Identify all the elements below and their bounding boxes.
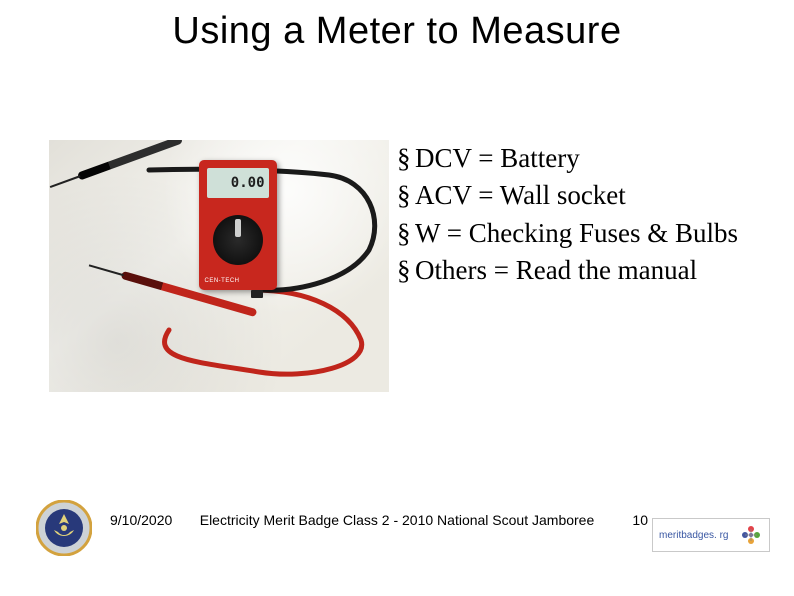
bullet-list: § DCV = Battery § ACV = Wall socket § W … [397,140,794,420]
multimeter-display: 0.00 [207,168,269,198]
multimeter-ports [251,290,263,298]
multimeter-photo: 0.00 CEN-TECH [49,140,389,392]
bullet-item: § ACV = Wall socket [397,177,744,214]
multimeter-dial [213,215,263,265]
bullet-marker: § [397,140,415,177]
bullet-marker: § [397,215,415,252]
bullet-text: Others = Read the manual [415,252,744,289]
bullet-item: § W = Checking Fuses & Bulbs [397,215,744,252]
meritbadges-logo-icon [739,523,763,547]
bullet-text: ACV = Wall socket [415,177,744,214]
bullet-item: § DCV = Battery [397,140,744,177]
bullet-item: § Others = Read the manual [397,252,744,289]
meritbadges-logo: meritbadges. rg [652,518,770,552]
bullet-text: DCV = Battery [415,140,744,177]
slide: Using a Meter to Measure 0.00 CEN-TECH [0,0,794,596]
bullet-marker: § [397,177,415,214]
bullet-marker: § [397,252,415,289]
multimeter-brand: CEN-TECH [205,278,240,284]
bullet-text: W = Checking Fuses & Bulbs [415,215,744,252]
meritbadges-logo-text: meritbadges. rg [653,530,728,541]
image-container: 0.00 CEN-TECH [0,140,397,420]
page-number: 10 [632,512,648,528]
content-row: 0.00 CEN-TECH § DCV = Battery § ACV = Wa… [0,140,794,420]
multimeter-body: 0.00 CEN-TECH [199,160,277,290]
slide-title: Using a Meter to Measure [0,10,794,53]
